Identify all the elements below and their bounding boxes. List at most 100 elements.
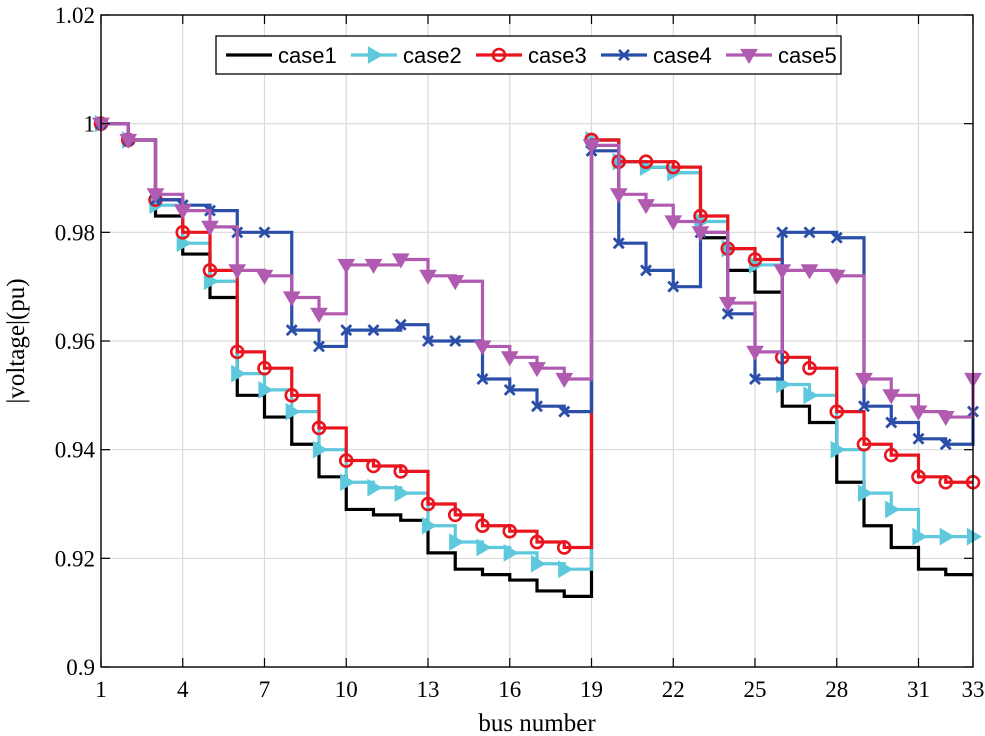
point-case4-32 [939, 438, 952, 451]
y-tick-label: 0.96 [55, 329, 95, 354]
point-case5-26 [773, 264, 792, 280]
legend-label: case1 [278, 43, 337, 68]
point-case4-25 [749, 373, 761, 386]
point-case4-29 [858, 400, 870, 413]
point-case5-5 [201, 220, 219, 236]
point-case3-31 [911, 469, 926, 485]
point-case4-31 [912, 432, 925, 445]
x-tick-label: 33 [962, 677, 985, 702]
series-group [92, 114, 982, 598]
x-tick-label: 19 [580, 677, 603, 702]
point-case4-9 [313, 340, 325, 353]
point-case5-30 [882, 389, 901, 405]
y-tick-label: 1.02 [55, 3, 95, 28]
legend-marker [491, 47, 507, 63]
series-case1 [101, 122, 973, 598]
legend-label: case4 [653, 43, 712, 68]
point-case4-16 [503, 383, 516, 396]
point-case5-24 [718, 296, 737, 312]
legend-marker [367, 46, 383, 64]
point-case2-9 [312, 440, 328, 459]
series-line-case1 [101, 122, 973, 598]
point-case5-17 [528, 362, 546, 378]
point-case3-7 [257, 360, 272, 376]
point-case3-18 [556, 540, 572, 555]
series-case5 [92, 117, 982, 427]
x-tick-label: 22 [662, 677, 685, 702]
point-case5-28 [827, 269, 846, 285]
point-case5-16 [500, 351, 519, 367]
point-case3-8 [284, 388, 300, 403]
point-case5-15 [473, 340, 492, 356]
point-case5-11 [364, 258, 383, 274]
x-tick-label: 31 [907, 677, 930, 702]
point-case5-18 [555, 372, 574, 389]
series-case4 [95, 117, 979, 451]
point-case5-25 [746, 345, 764, 361]
point-case2-18 [558, 560, 574, 579]
point-case4-10 [340, 324, 353, 337]
x-tick-label: 10 [335, 677, 358, 702]
point-case2-10 [340, 473, 356, 492]
series-line-case3 [101, 122, 973, 550]
y-tick-label: 0.94 [55, 438, 96, 463]
series-line-case4 [101, 122, 975, 446]
point-case3-11 [366, 458, 381, 474]
point-case2-7 [258, 381, 274, 399]
point-case4-18 [558, 405, 571, 418]
legend-marker [740, 48, 758, 64]
point-case4-7 [258, 226, 271, 239]
point-case3-10 [338, 453, 354, 468]
point-case4-27 [803, 226, 816, 239]
point-case3-30 [883, 447, 899, 463]
point-case2-30 [885, 500, 901, 519]
series-case2 [94, 114, 982, 579]
x-tick-label: 25 [744, 677, 767, 702]
legend-marker [618, 49, 630, 61]
x-tick-label: 28 [825, 677, 848, 702]
point-case5-23 [691, 226, 710, 242]
point-case5-14 [446, 275, 465, 291]
grid [100, 14, 974, 668]
point-case5-4 [173, 204, 192, 220]
point-case4-22 [667, 280, 680, 293]
point-case4-13 [422, 335, 434, 347]
point-case2-32 [939, 527, 955, 546]
point-case4-26 [776, 226, 789, 239]
x-tick-label: 1 [95, 677, 107, 702]
point-case4-8 [285, 324, 298, 337]
point-case5-3 [146, 188, 165, 204]
y-tick-label: 0.92 [55, 546, 95, 571]
x-tick-label: 4 [177, 677, 189, 702]
y-tick-label: 1 [84, 112, 96, 137]
point-case3-17 [529, 534, 545, 550]
point-case3-28 [829, 404, 845, 419]
point-case4-21 [640, 264, 652, 277]
legend-label: case5 [778, 43, 837, 68]
point-case5-20 [609, 188, 628, 204]
point-case3-14 [447, 507, 463, 523]
point-case2-6 [231, 364, 247, 383]
point-case3-16 [502, 523, 518, 539]
legend-item-case4: case4 [601, 43, 712, 68]
point-case3-21 [638, 154, 654, 169]
point-case5-32 [936, 410, 955, 427]
legend-label: case2 [403, 43, 462, 68]
point-case2-12 [394, 484, 410, 503]
series-line-case2 [101, 122, 973, 571]
point-case5-2 [119, 133, 138, 149]
point-case2-33 [966, 527, 982, 546]
point-case3-25 [747, 252, 763, 267]
point-case3-15 [475, 518, 490, 534]
point-case2-27 [803, 386, 819, 405]
y-axis-label: |voltage|(pu) [3, 278, 30, 403]
point-case5-21 [637, 199, 655, 215]
point-case5-22 [664, 215, 683, 231]
point-case5-13 [419, 269, 437, 285]
point-case2-13 [421, 516, 437, 535]
x-tick-label: 13 [417, 677, 440, 702]
point-case3-9 [311, 420, 327, 436]
point-case2-31 [912, 527, 928, 546]
point-case5-7 [255, 269, 274, 285]
